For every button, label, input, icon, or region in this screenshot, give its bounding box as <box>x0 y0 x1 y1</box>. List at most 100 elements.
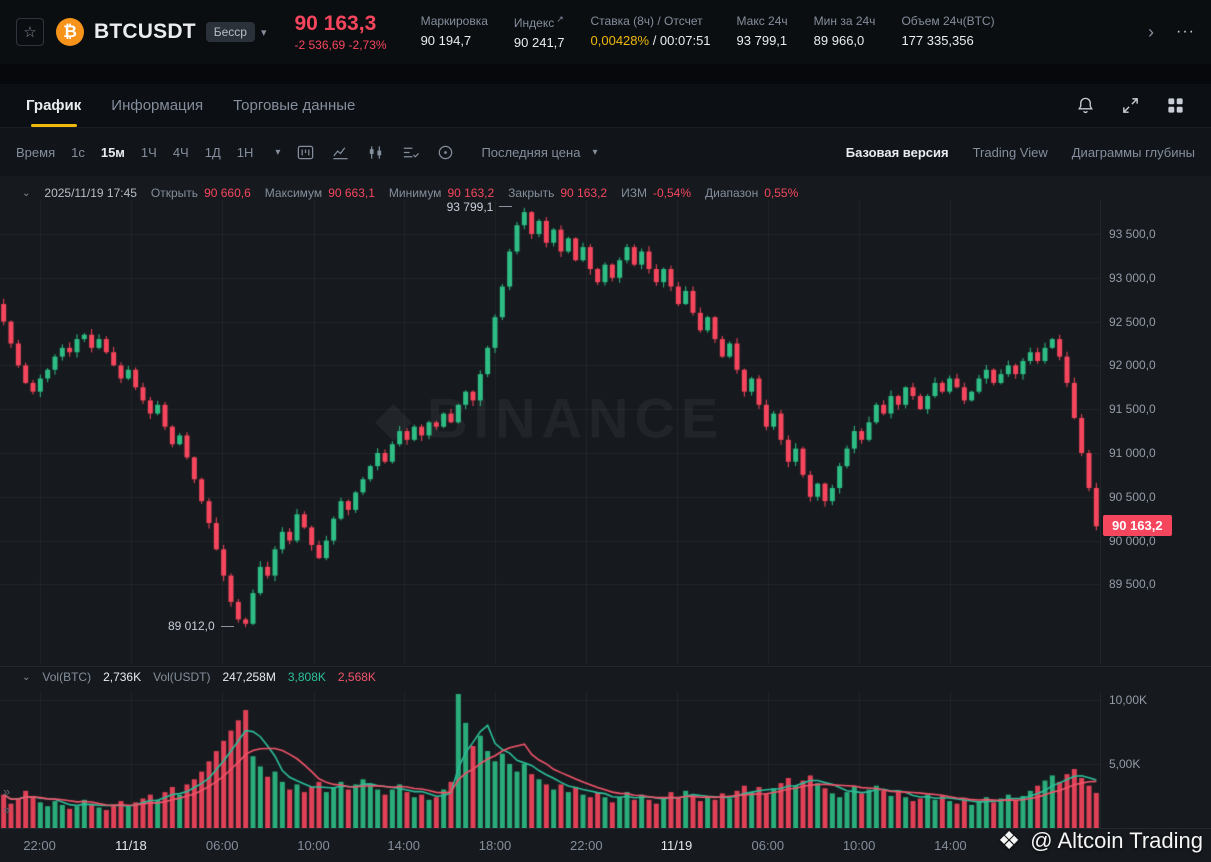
btc-coin-icon: ₿ <box>56 18 84 46</box>
chart-tabbar: График Информация Торговые данные <box>0 84 1211 128</box>
toolbar-right: Базовая версия Trading View Диаграммы гл… <box>846 145 1195 160</box>
interval-1w[interactable]: 1Н <box>236 144 254 160</box>
target-settings-icon[interactable] <box>436 143 455 162</box>
time-axis-label: 14:00 <box>934 838 967 853</box>
price-axis-label: 91 500,0 <box>1109 402 1156 417</box>
time-label: Время <box>16 144 56 160</box>
time-axis-label: 11/19 <box>660 838 693 853</box>
price-axis[interactable]: 90 163,2 93 500,0 93 000,0 92 500,0 92 000,… <box>1100 200 1211 665</box>
external-link-icon: ↗ <box>556 14 564 24</box>
candle-style-icon[interactable] <box>366 143 385 162</box>
collapse-icon[interactable]: ⌄ <box>22 671 31 683</box>
volume-axis-label: 5,00K <box>1109 756 1141 771</box>
favorite-button[interactable]: ☆ <box>16 18 44 46</box>
watermark-credit: ❖ @ Altcoin Trading <box>998 826 1203 856</box>
ohlc-close: Закрыть 90 163,2 <box>508 186 608 200</box>
symbol-selector[interactable]: BTCUSDT Бесср ▾ <box>94 20 267 44</box>
volume-ma-fast-value: 3,808K <box>287 670 326 684</box>
indicators-icon[interactable] <box>401 143 420 162</box>
time-axis-label: 06:00 <box>751 838 785 853</box>
time-axis-label: 18:00 <box>478 838 512 853</box>
vol-usdt-value: 247,258M <box>222 670 276 684</box>
credit-text: @ Altcoin Trading <box>1030 828 1203 853</box>
funding-countdown: 00:07:51 <box>659 33 711 48</box>
pane-divider <box>0 666 1211 667</box>
stats-scroll-right-icon[interactable]: › <box>1148 21 1155 42</box>
time-axis-divider <box>0 828 1211 829</box>
volume-info-bar: ⌄ Vol(BTC) 2,736K Vol(USDT) 247,258M 3,8… <box>22 670 376 684</box>
time-axis-label: 10:00 <box>297 838 330 853</box>
chevron-down-icon: ▾ <box>260 26 267 39</box>
app-header: ☆ ₿ BTCUSDT Бесср ▾ 90 163,3 -2 536,69 -… <box>0 0 1211 64</box>
stat-mark-price: Маркировка 90 194,7 <box>420 14 488 48</box>
volume-axis-label: 10,00K <box>1109 692 1148 707</box>
funding-rate-value: 0,00428% <box>590 33 650 48</box>
time-axis-label: 10:00 <box>842 838 876 853</box>
chart-type-icon[interactable] <box>331 143 350 162</box>
header-right: › ··· <box>1148 22 1195 43</box>
ohlc-high: Максимум 90 663,1 <box>264 186 375 200</box>
price-chart-canvas[interactable] <box>0 200 1100 665</box>
stat-volume-24h: Объем 24ч(BTC) 177 335,356 <box>901 14 995 48</box>
price-axis-label: 93 000,0 <box>1109 270 1156 285</box>
candle-datetime: 2025/11/19 17:45 <box>44 186 137 200</box>
stat-high-24h: Макс 24ч 93 799,1 <box>736 14 788 48</box>
intervals-more-icon[interactable]: ▾ <box>275 146 281 158</box>
header-last-price: 90 163,3 <box>294 12 377 36</box>
ohlc-info-bar: ⌄ 2025/11/19 17:45 Открыть 90 660,6 Макси… <box>16 186 798 200</box>
ohlc-change: ИЗМ -0,54% <box>621 186 691 200</box>
ticker-stats: Маркировка 90 194,7 Индекс ↗ 90 241,7 Ста… <box>421 14 995 50</box>
more-menu-icon[interactable]: ··· <box>1176 23 1195 40</box>
volume-ma-slow-value: 2,568K <box>337 670 376 684</box>
interval-1h[interactable]: 1Ч <box>140 144 157 160</box>
tabbar-icons <box>1076 96 1185 115</box>
ohlc-low: Минимум 90 163,2 <box>388 186 495 200</box>
contract-type-badge: Бесср <box>205 22 255 42</box>
depth-chart-link[interactable]: Диаграммы глубины <box>1071 144 1195 160</box>
last-price-badge: 90 163,2 <box>1103 515 1172 537</box>
panel-expand-icon[interactable]: » <box>3 802 11 817</box>
price-axis-label: 90 000,0 <box>1109 533 1156 548</box>
price-axis-label: 91 000,0 <box>1109 445 1156 460</box>
chevron-down-icon: ▾ <box>592 146 598 158</box>
interval-1s[interactable]: 1с <box>71 144 85 160</box>
panel-expand-icon[interactable]: » <box>3 784 11 799</box>
fullscreen-expand-icon[interactable] <box>1121 96 1140 115</box>
time-axis-label: 14:00 <box>387 838 420 853</box>
star-icon: ☆ <box>23 24 37 41</box>
interval-1d[interactable]: 1Д <box>204 144 221 160</box>
time-axis-label: 22:00 <box>23 838 56 853</box>
price-axis-label: 92 000,0 <box>1109 358 1156 373</box>
volume-chart-area[interactable] <box>0 692 1100 828</box>
stat-index-price[interactable]: Индекс ↗ 90 241,7 <box>513 14 565 50</box>
interval-15m[interactable]: 15м <box>100 144 125 160</box>
binance-logo-icon: ❖ <box>997 827 1021 855</box>
price-axis-label: 89 500,0 <box>1109 577 1156 592</box>
layout-grid-icon[interactable] <box>1166 96 1185 115</box>
time-axis-label: 11/18 <box>115 838 147 853</box>
tab-trading-data[interactable]: Торговые данные <box>233 97 356 114</box>
price-type-selector[interactable]: Последняя цена ▾ <box>481 144 598 160</box>
time-axis[interactable]: 22:00 11/18 06:00 10:00 14:00 18:00 22:00 11/19… <box>0 829 1100 862</box>
basic-version-link[interactable]: Базовая версия <box>845 144 949 160</box>
header-price-change: -2 536,69 -2,73% <box>294 37 387 52</box>
tab-chart[interactable]: График <box>26 84 81 127</box>
stat-funding-rate: Ставка (8ч) / Отсчет 0,00428% / 00:07:51 <box>590 14 711 48</box>
ohlc-range: Диапазон 0,55% <box>705 186 799 200</box>
time-axis-label: 22:00 <box>570 838 603 853</box>
chart-toolbar: Время 1с 15м 1Ч 4Ч 1Д 1Н ▾ Последняя цен… <box>0 128 1211 176</box>
alert-bell-icon[interactable] <box>1076 96 1095 115</box>
symbol-title: BTCUSDT <box>94 20 196 43</box>
ohlc-open: Открыть 90 660,6 <box>150 186 251 200</box>
tab-info[interactable]: Информация <box>111 97 204 114</box>
price-chart-area[interactable]: 93 799,1 89 012,0 <box>0 200 1100 665</box>
price-block: 90 163,3 -2 536,69 -2,73% <box>295 12 387 51</box>
tradingview-link[interactable]: Trading View <box>972 144 1048 160</box>
stat-low-24h: Мин за 24ч 89 966,0 <box>813 14 876 48</box>
volume-axis[interactable]: 10,00K 5,00K <box>1100 692 1211 828</box>
interval-edit-icon[interactable] <box>296 143 315 162</box>
collapse-icon[interactable]: ⌄ <box>22 187 31 199</box>
volume-chart-canvas[interactable] <box>0 692 1100 828</box>
interval-4h[interactable]: 4Ч <box>172 144 189 160</box>
vol-btc-value: 2,736K <box>103 670 142 684</box>
